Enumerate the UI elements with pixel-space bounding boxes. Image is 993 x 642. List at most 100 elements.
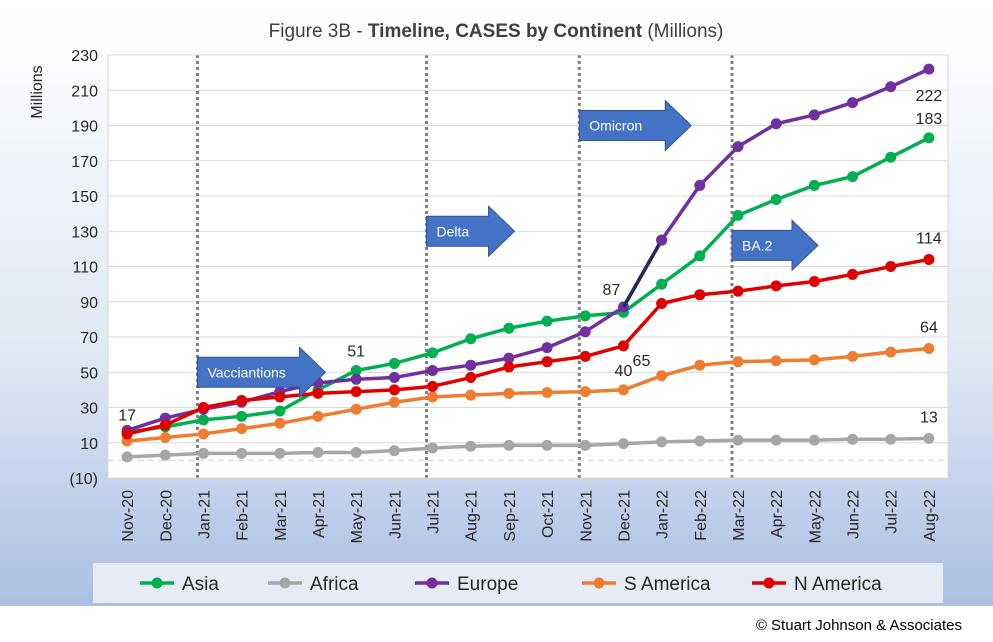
series-lines (121, 63, 935, 463)
data-point (274, 417, 286, 429)
data-label: 17 (118, 407, 136, 424)
data-point (121, 451, 133, 463)
x-tick-label: Jul-22 (884, 490, 901, 534)
data-point (503, 361, 515, 373)
data-label: 13 (920, 409, 938, 426)
data-point (503, 387, 515, 399)
data-point (197, 414, 209, 426)
title-bold: Timeline, CASES by Continent (368, 21, 643, 42)
data-label: 51 (347, 343, 365, 360)
data-point (236, 423, 248, 435)
data-point (197, 428, 209, 440)
data-point (388, 372, 400, 384)
legend-label: Asia (182, 574, 219, 595)
data-point (350, 373, 362, 385)
data-point (885, 433, 897, 445)
highlight-segment (621, 239, 664, 308)
data-point (885, 346, 897, 358)
data-point (579, 439, 591, 451)
x-tick-label: Apr-21 (311, 490, 328, 538)
x-tick-label: Nov-21 (578, 490, 595, 542)
arrow-shape (731, 219, 819, 272)
data-point (274, 391, 286, 403)
data-point (617, 384, 629, 396)
y-tick-label: (10) (70, 471, 98, 488)
data-point (427, 380, 439, 392)
data-point (427, 442, 439, 454)
data-point (350, 386, 362, 398)
arrow-label: BA.2 (742, 237, 773, 253)
series-s-america (121, 342, 935, 447)
data-point (579, 310, 591, 322)
data-point (236, 410, 248, 422)
data-label: 64 (920, 319, 938, 336)
series-line (126, 346, 930, 443)
y-tick-label: 210 (71, 83, 98, 100)
data-point (885, 261, 897, 272)
arrow-shape (578, 99, 692, 152)
data-point (923, 342, 935, 354)
data-point (923, 432, 935, 444)
x-tick-label: May-22 (807, 490, 824, 543)
data-point (923, 253, 935, 265)
data-point (465, 440, 477, 452)
legend-item-n-america: N America (752, 574, 882, 595)
legend-marker (426, 577, 438, 589)
data-point (847, 433, 859, 445)
x-tick-label: Oct-21 (540, 490, 557, 538)
y-tick-label: 170 (71, 154, 98, 171)
y-tick-label: 10 (80, 436, 98, 453)
series-line (127, 436, 929, 459)
data-point (312, 387, 324, 399)
series-africa (121, 432, 935, 463)
data-point (465, 372, 477, 384)
data-point (274, 447, 286, 459)
series-line (126, 67, 930, 433)
vertical-markers (195, 55, 734, 478)
annotation-arrow: Delta (426, 205, 516, 258)
y-tick-label: 130 (71, 224, 98, 241)
data-point (197, 402, 209, 413)
y-tick-label: 50 (80, 365, 98, 382)
data-point (388, 396, 400, 408)
data-point (770, 280, 782, 292)
data-point (503, 322, 515, 334)
data-point (847, 171, 859, 183)
data-point (427, 364, 439, 376)
y-axis-label: Millions (29, 65, 46, 118)
data-point (770, 434, 782, 446)
legend-label: Africa (310, 574, 359, 595)
series-line (126, 136, 930, 434)
data-point (503, 439, 515, 451)
data-point (388, 357, 400, 369)
data-point (541, 356, 553, 368)
x-tick-label: Mar-22 (731, 490, 748, 541)
data-point (350, 364, 362, 376)
data-point (465, 389, 477, 401)
x-tick-label: Feb-21 (235, 490, 252, 541)
data-point (312, 410, 324, 422)
legend-marker (151, 577, 163, 589)
data-point (656, 436, 668, 448)
annotation-arrow: Omicron (578, 99, 692, 152)
x-tick-label: Aug-21 (464, 490, 481, 542)
legend-label: N America (794, 574, 882, 595)
data-point (808, 109, 820, 121)
data-point (808, 179, 820, 191)
y-tick-label: 150 (71, 189, 98, 206)
data-point (808, 354, 820, 366)
x-tick-label: Apr-22 (769, 490, 786, 538)
data-point (579, 350, 591, 362)
x-tick-label: Dec-21 (616, 490, 633, 542)
data-point (694, 289, 706, 301)
data-label: 87 (603, 282, 621, 299)
data-point (236, 394, 248, 406)
data-point (770, 355, 782, 367)
data-label: 65 (633, 353, 651, 370)
data-point (885, 81, 897, 93)
arrow-shape (426, 205, 516, 258)
data-point (350, 446, 362, 458)
data-point (159, 449, 171, 461)
data-point (808, 434, 820, 446)
